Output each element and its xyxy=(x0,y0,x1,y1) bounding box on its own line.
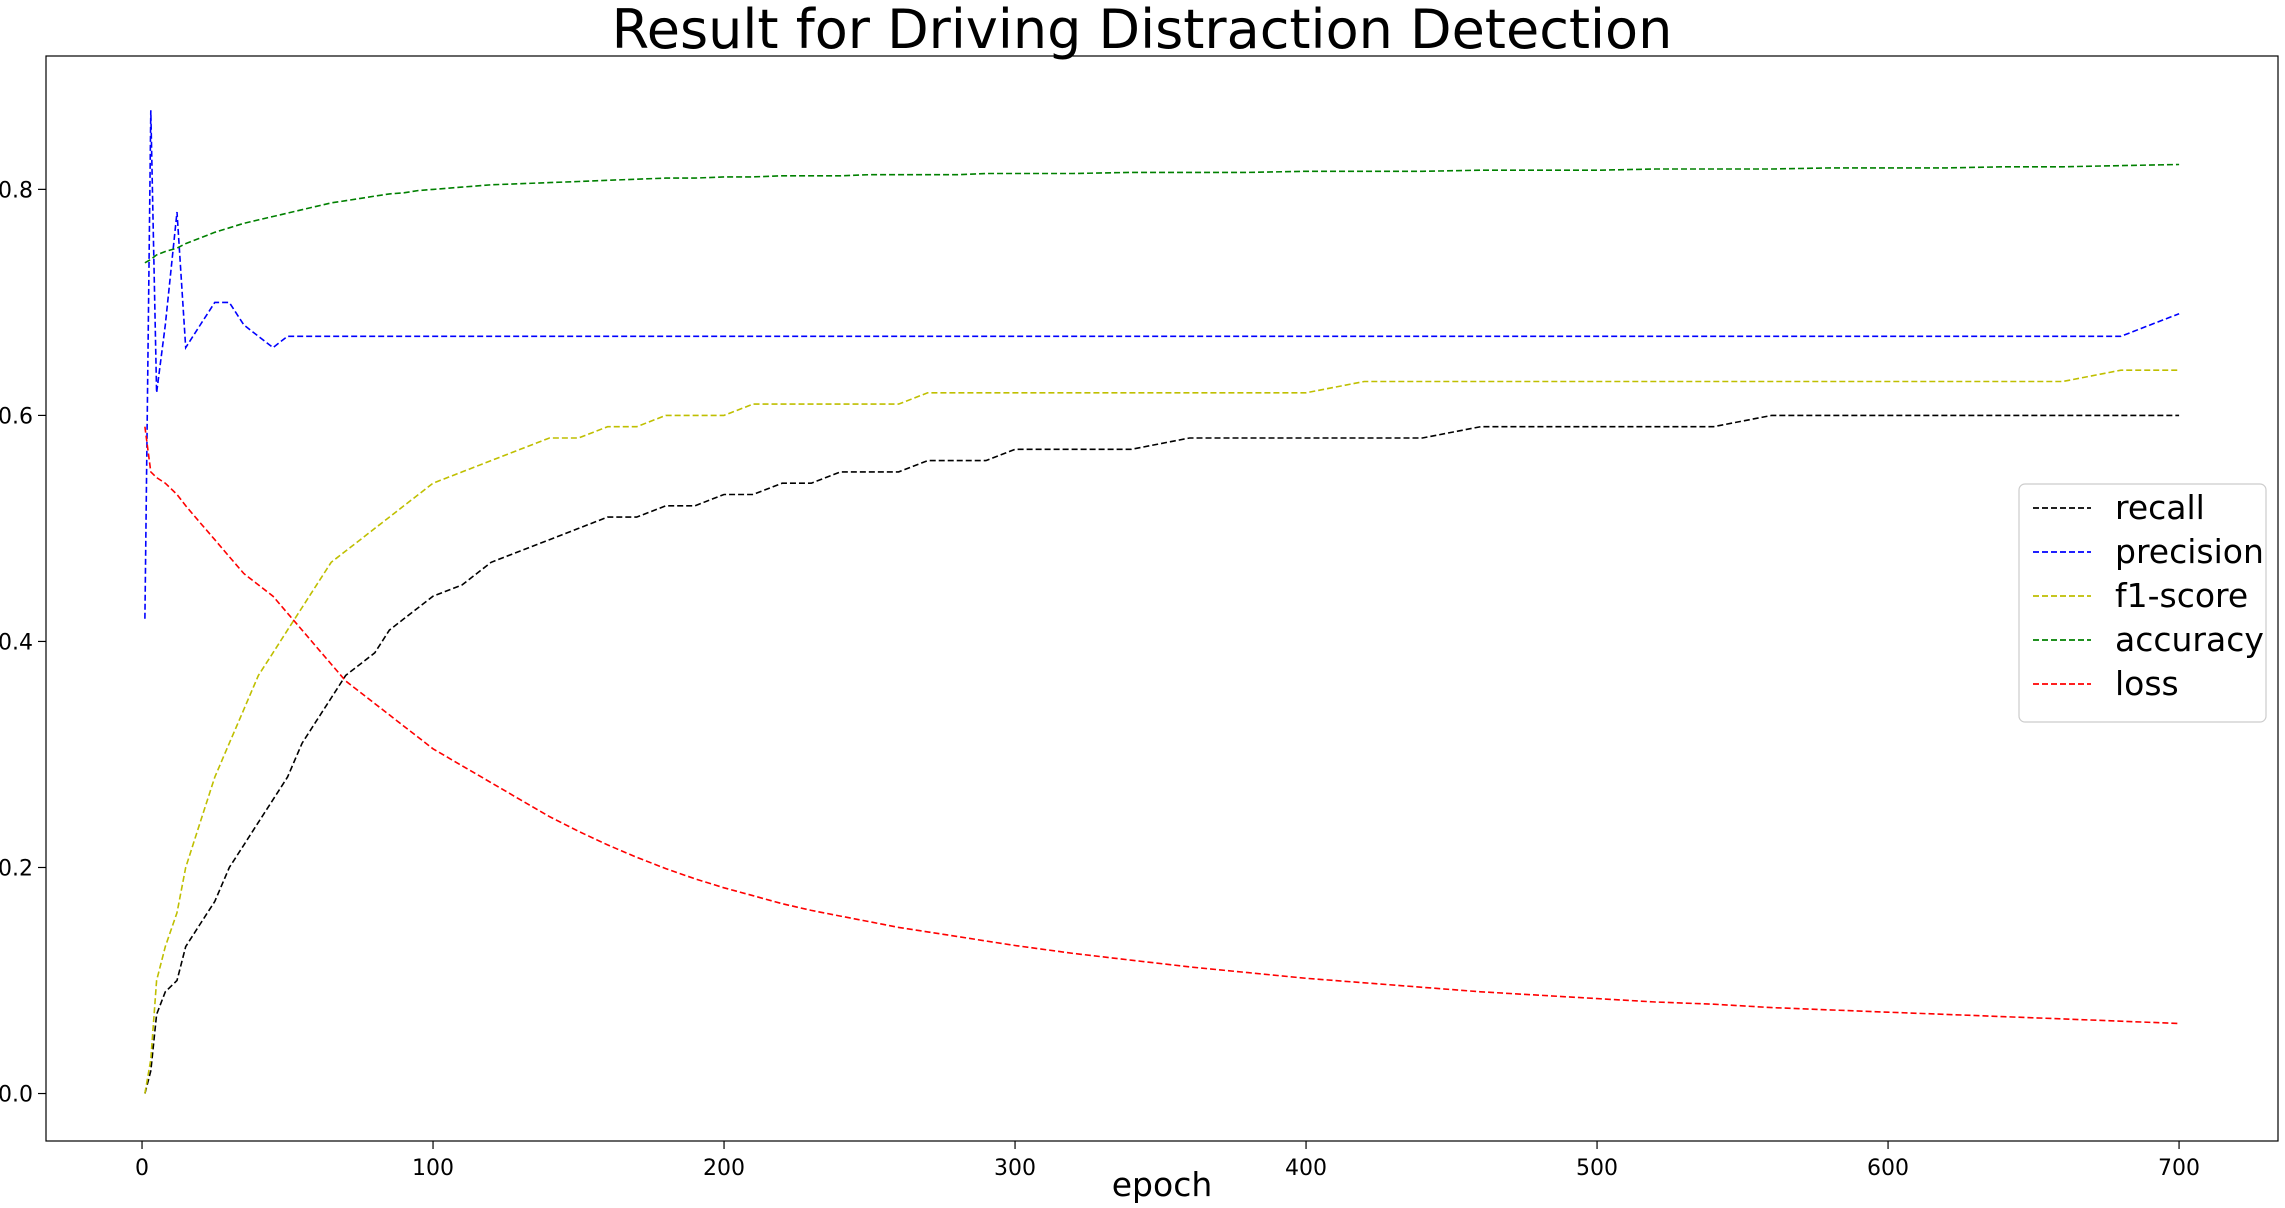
x-axis-label: epoch xyxy=(1112,1165,1213,1204)
legend: recall precision f1-score accuracy loss xyxy=(2018,483,2267,723)
series-line-precision xyxy=(144,110,2180,619)
y-tick-label: 0.2 xyxy=(0,856,33,881)
legend-label-precision: precision xyxy=(2115,532,2264,571)
x-tick-label: 500 xyxy=(1576,1156,1618,1181)
x-tick-label: 200 xyxy=(703,1156,745,1181)
series-line-accuracy xyxy=(144,163,2180,264)
y-tick-label: 0.0 xyxy=(0,1083,33,1108)
legend-label-recall: recall xyxy=(2115,488,2205,527)
legend-label-loss: loss xyxy=(2115,664,2179,703)
x-tick-label: 700 xyxy=(2158,1156,2200,1181)
x-tick-label: 0 xyxy=(135,1156,149,1181)
series-line-loss xyxy=(144,426,2180,1025)
plot-frame xyxy=(45,55,2279,1142)
x-tick-label: 100 xyxy=(412,1156,454,1181)
x-tick-label: 400 xyxy=(1285,1156,1327,1181)
series-line-recall xyxy=(144,414,2180,1094)
legend-label-accuracy: accuracy xyxy=(2115,620,2264,659)
axes-layer: 0 100 200 300 400 500 600 700 0.0 0.2 0.4 0.6 0.8 xyxy=(0,178,2200,1181)
x-tick-label: 300 xyxy=(994,1156,1036,1181)
series-layer xyxy=(144,110,2180,1094)
x-tick-label: 600 xyxy=(1867,1156,1909,1181)
series-line-f1-score xyxy=(144,369,2180,1094)
legend-label-f1-score: f1-score xyxy=(2115,576,2248,615)
chart-title: Result for Driving Distraction Detection xyxy=(612,0,1673,61)
y-tick-label: 0.6 xyxy=(0,404,33,429)
y-tick-label: 0.4 xyxy=(0,630,33,655)
y-tick-label: 0.8 xyxy=(0,178,33,203)
legend-box xyxy=(2018,483,2267,723)
